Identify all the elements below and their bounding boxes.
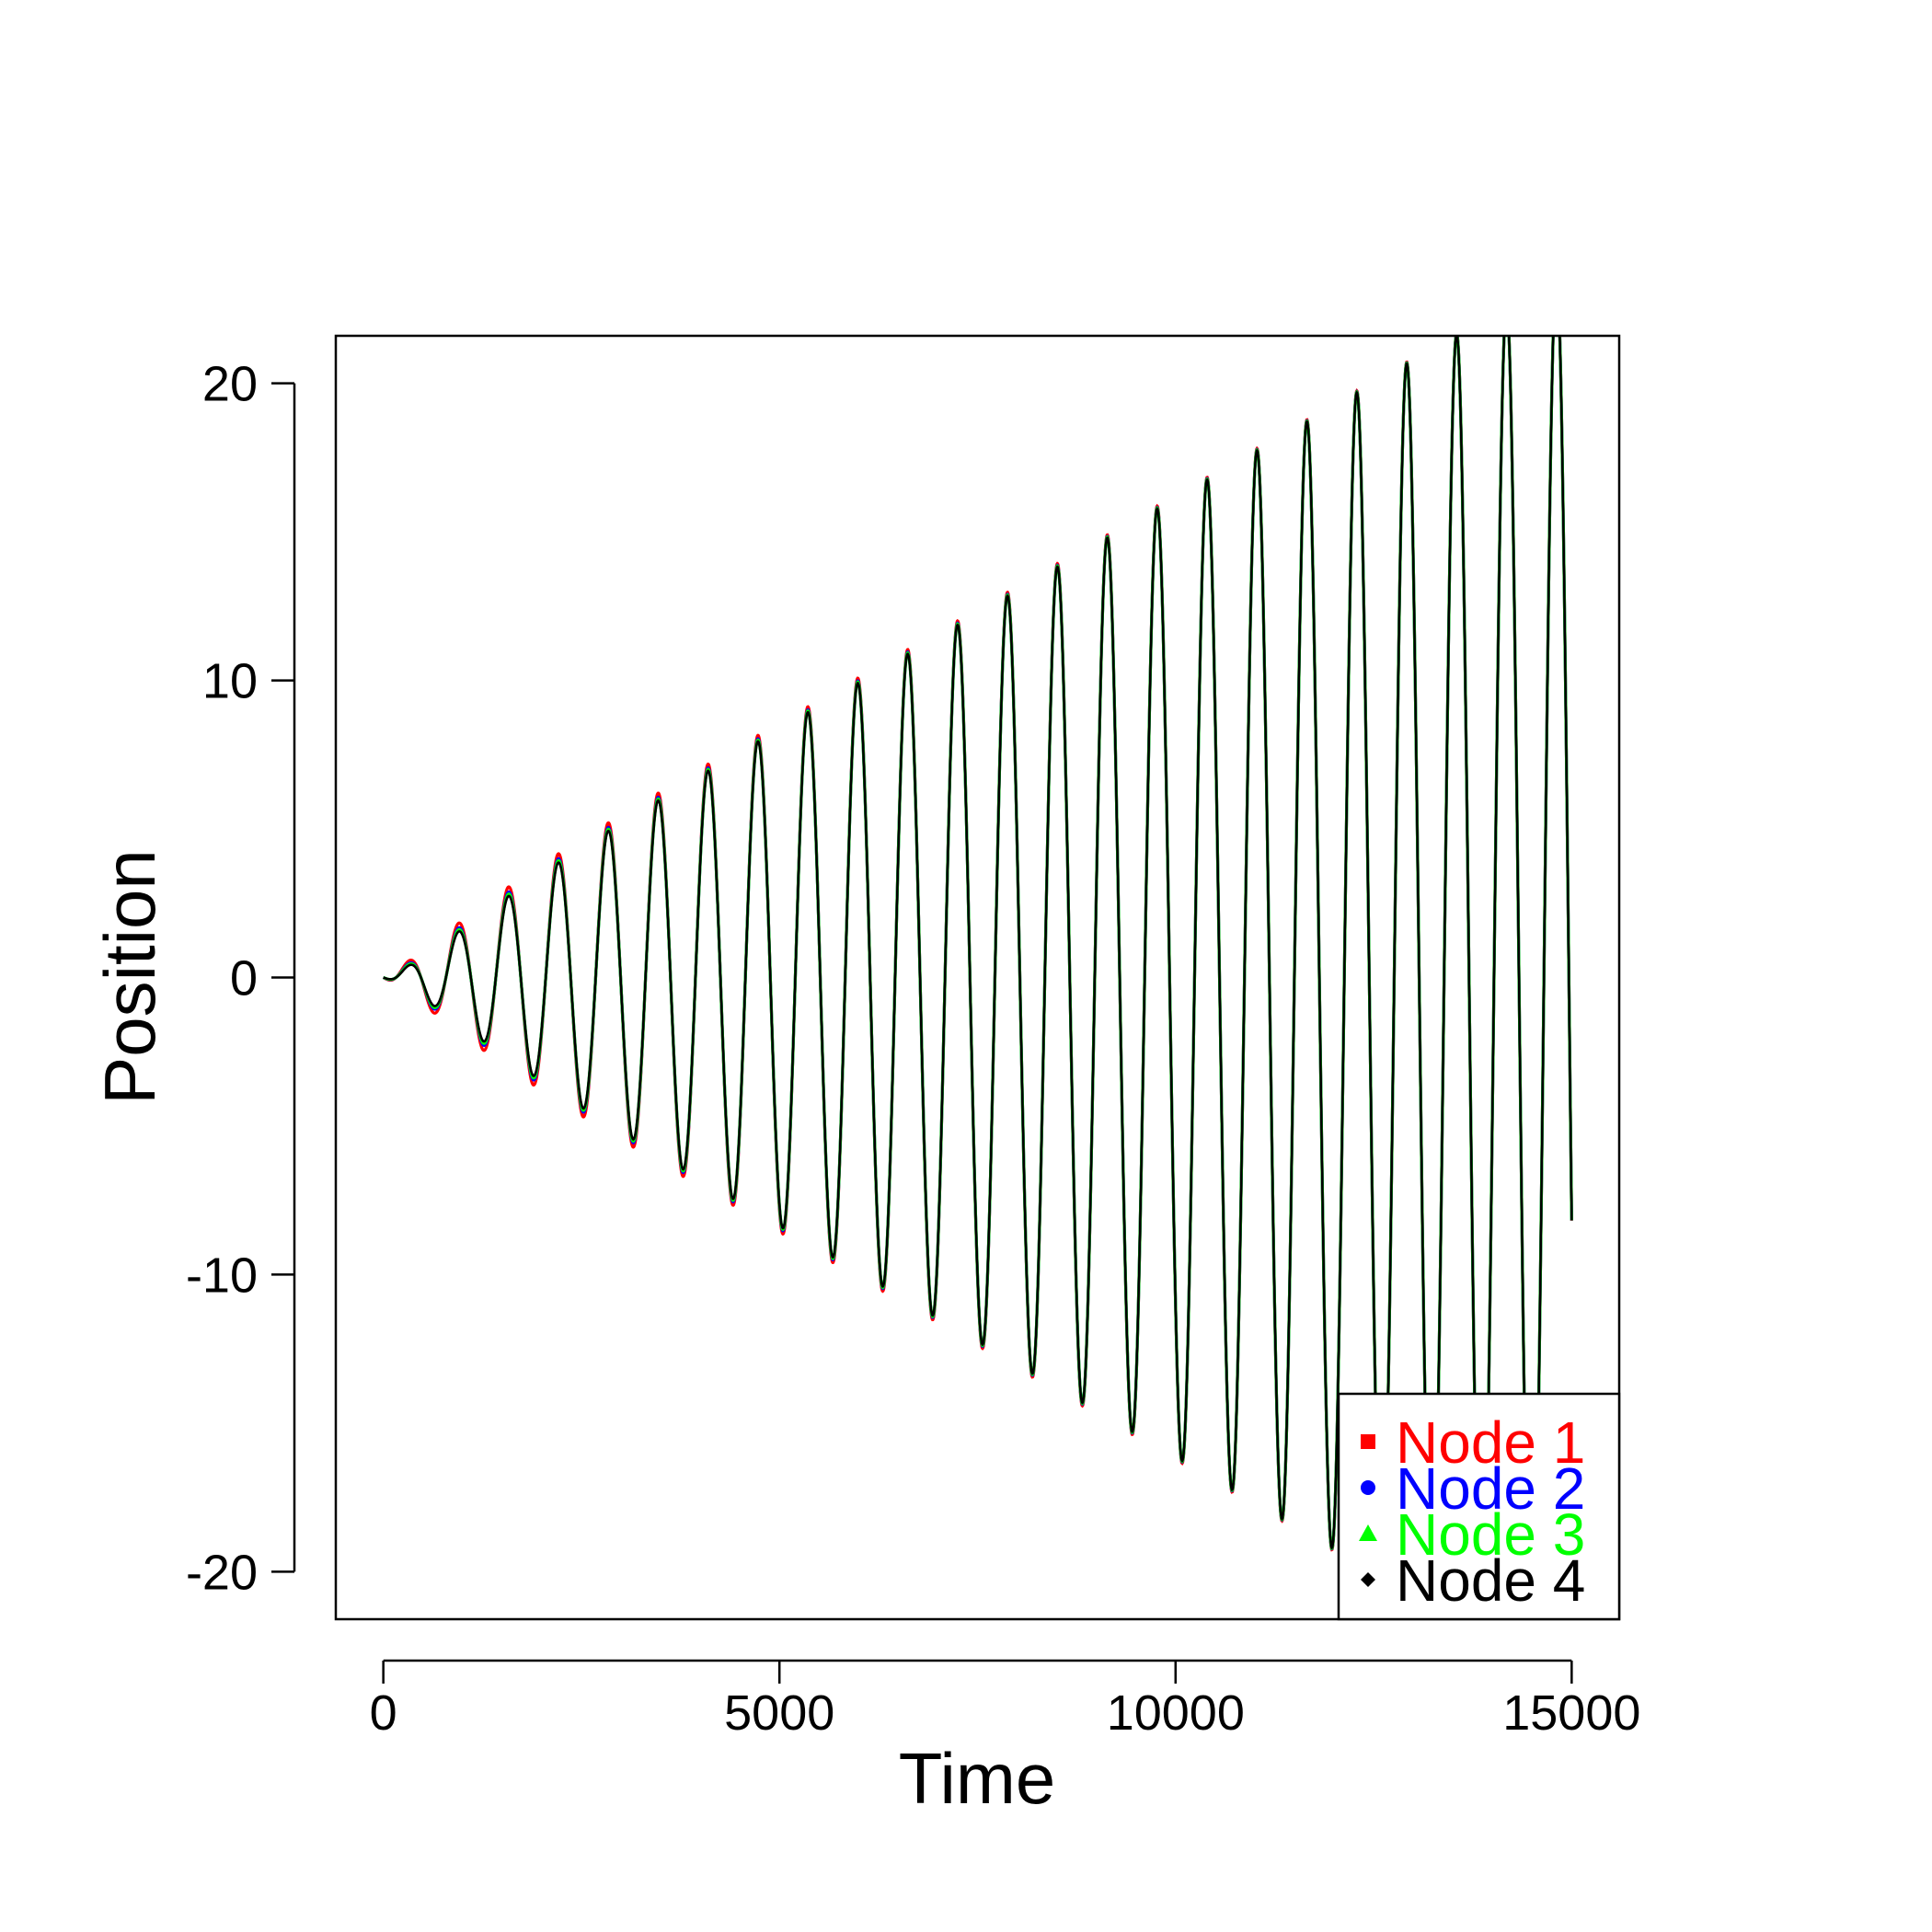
- legend-marker-node-1: [1361, 1434, 1375, 1449]
- plot-frame: [334, 334, 1621, 1621]
- series-layer: [382, 336, 1573, 1619]
- x-tick-label: 10000: [1107, 1685, 1245, 1741]
- x-tick-label: 15000: [1502, 1685, 1640, 1741]
- series-line-node-4: [383, 336, 1573, 1619]
- legend-label-node-3: Node 3: [1396, 1501, 1585, 1568]
- legend-label-node-2: Node 2: [1396, 1455, 1585, 1522]
- y-axis-title: Position: [89, 849, 170, 1105]
- legend-marker-node-2: [1361, 1480, 1375, 1495]
- x-axis: 0 5000 10000 15000: [370, 1659, 1640, 1741]
- legend-label-node-1: Node 1: [1396, 1409, 1585, 1476]
- y-tick-label: -20: [186, 1545, 258, 1600]
- y-tick-label: 20: [202, 357, 258, 412]
- y-tick-label: 10: [202, 654, 258, 709]
- y-tick-label: 0: [230, 951, 258, 1006]
- x-axis-title: Time: [899, 1738, 1055, 1819]
- legend-marker-node-3: [1359, 1524, 1377, 1541]
- legend-label-node-4: Node 4: [1396, 1547, 1585, 1614]
- x-tick-label: 0: [370, 1685, 397, 1741]
- legend-marker-node-4: [1361, 1572, 1375, 1587]
- y-tick-label: -10: [186, 1248, 258, 1303]
- legend-box: [1337, 1392, 1621, 1621]
- x-tick-label: 5000: [724, 1685, 834, 1741]
- y-axis: -20 -10 0 10 20: [186, 357, 296, 1600]
